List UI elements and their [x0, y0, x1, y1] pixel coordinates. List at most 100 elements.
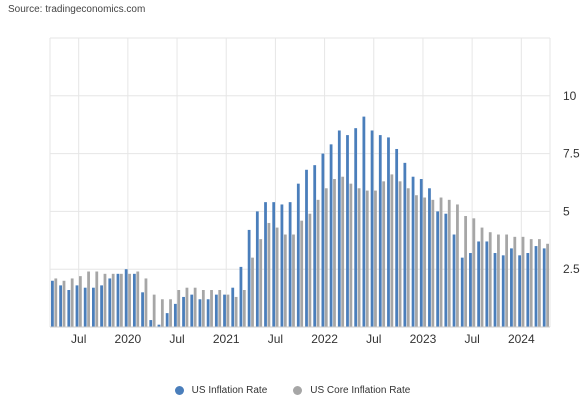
bar-core-inflation[interactable] [177, 290, 181, 327]
bar-core-inflation[interactable] [316, 199, 320, 327]
bar-core-inflation[interactable] [292, 234, 295, 327]
bar-inflation[interactable] [214, 294, 218, 327]
bar-inflation[interactable] [313, 165, 317, 327]
bar-inflation[interactable] [190, 294, 194, 327]
bar-core-inflation[interactable] [218, 290, 222, 327]
bar-inflation[interactable] [223, 294, 226, 327]
bar-inflation[interactable] [452, 234, 456, 327]
bar-core-inflation[interactable] [169, 299, 172, 327]
bar-inflation[interactable] [116, 273, 120, 327]
bar-core-inflation[interactable] [128, 273, 131, 327]
bar-core-inflation[interactable] [234, 296, 238, 327]
bar-inflation[interactable] [534, 246, 538, 327]
bar-core-inflation[interactable] [398, 181, 402, 327]
bar-inflation[interactable] [337, 130, 341, 327]
bar-inflation[interactable] [510, 248, 513, 327]
bar-core-inflation[interactable] [415, 195, 418, 327]
bar-inflation[interactable] [51, 280, 54, 327]
bar-core-inflation[interactable] [374, 190, 377, 327]
bar-inflation[interactable] [165, 313, 169, 327]
bar-inflation[interactable] [428, 188, 431, 327]
bar-core-inflation[interactable] [119, 273, 123, 327]
bar-inflation[interactable] [501, 255, 505, 327]
bar-core-inflation[interactable] [505, 234, 509, 327]
bar-inflation[interactable] [108, 278, 112, 327]
bar-core-inflation[interactable] [54, 278, 58, 327]
bar-core-inflation[interactable] [242, 290, 246, 327]
bar-core-inflation[interactable] [480, 227, 484, 327]
bar-core-inflation[interactable] [185, 287, 189, 327]
bar-inflation[interactable] [198, 299, 202, 327]
bar-inflation[interactable] [526, 253, 530, 327]
bar-inflation[interactable] [411, 176, 415, 327]
bar-core-inflation[interactable] [357, 188, 361, 327]
bar-inflation[interactable] [59, 285, 62, 327]
bar-core-inflation[interactable] [382, 181, 386, 327]
bar-core-inflation[interactable] [431, 199, 435, 327]
bar-inflation[interactable] [272, 202, 276, 327]
bar-inflation[interactable] [67, 290, 71, 327]
bar-core-inflation[interactable] [308, 213, 312, 327]
bar-core-inflation[interactable] [390, 174, 394, 327]
bar-inflation[interactable] [149, 320, 153, 327]
bar-core-inflation[interactable] [144, 278, 148, 327]
bar-inflation[interactable] [206, 299, 210, 327]
bar-core-inflation[interactable] [406, 188, 410, 327]
bar-inflation[interactable] [305, 169, 308, 327]
bar-core-inflation[interactable] [333, 179, 336, 327]
bar-inflation[interactable] [444, 213, 448, 327]
bar-core-inflation[interactable] [160, 299, 164, 327]
bar-inflation[interactable] [395, 148, 399, 327]
bar-inflation[interactable] [493, 253, 497, 327]
bar-core-inflation[interactable] [365, 190, 369, 327]
bar-inflation[interactable] [403, 162, 407, 327]
bar-inflation[interactable] [542, 248, 546, 327]
bar-core-inflation[interactable] [439, 197, 443, 327]
legend-item-core-inflation[interactable]: US Core Inflation Rate [293, 385, 410, 396]
bar-inflation[interactable] [157, 324, 161, 327]
bar-inflation[interactable] [247, 229, 251, 327]
bar-core-inflation[interactable] [226, 294, 230, 327]
bar-inflation[interactable] [329, 144, 333, 327]
bar-core-inflation[interactable] [497, 234, 500, 327]
bar-inflation[interactable] [296, 183, 300, 327]
bar-core-inflation[interactable] [95, 271, 99, 327]
bar-core-inflation[interactable] [87, 271, 90, 327]
bar-core-inflation[interactable] [456, 204, 459, 327]
bar-inflation[interactable] [264, 202, 267, 327]
bar-inflation[interactable] [173, 303, 177, 327]
bar-core-inflation[interactable] [529, 239, 533, 327]
bar-core-inflation[interactable] [267, 222, 271, 327]
bar-core-inflation[interactable] [538, 239, 541, 327]
bar-core-inflation[interactable] [210, 290, 213, 327]
bar-core-inflation[interactable] [349, 183, 353, 327]
bar-inflation[interactable] [354, 128, 358, 327]
bar-core-inflation[interactable] [488, 232, 492, 327]
bar-inflation[interactable] [288, 202, 292, 327]
bar-inflation[interactable] [378, 135, 382, 327]
bar-inflation[interactable] [182, 296, 185, 327]
bar-core-inflation[interactable] [513, 236, 517, 327]
bar-core-inflation[interactable] [193, 287, 197, 327]
bar-inflation[interactable] [346, 135, 349, 327]
bar-core-inflation[interactable] [62, 280, 66, 327]
bar-inflation[interactable] [370, 130, 374, 327]
bar-core-inflation[interactable] [546, 243, 549, 327]
bar-core-inflation[interactable] [201, 290, 205, 327]
bar-core-inflation[interactable] [152, 294, 156, 327]
bar-inflation[interactable] [83, 287, 87, 327]
bar-core-inflation[interactable] [259, 239, 263, 327]
bar-core-inflation[interactable] [464, 216, 468, 327]
bar-inflation[interactable] [321, 153, 325, 327]
bar-inflation[interactable] [92, 287, 95, 327]
bar-inflation[interactable] [239, 266, 243, 327]
bar-core-inflation[interactable] [521, 236, 525, 327]
bar-core-inflation[interactable] [70, 278, 74, 327]
bar-inflation[interactable] [477, 241, 481, 327]
bar-inflation[interactable] [485, 241, 489, 327]
bar-inflation[interactable] [419, 179, 423, 327]
bar-inflation[interactable] [124, 269, 128, 327]
bar-inflation[interactable] [141, 292, 144, 327]
bar-inflation[interactable] [436, 211, 440, 327]
bar-core-inflation[interactable] [472, 218, 476, 327]
